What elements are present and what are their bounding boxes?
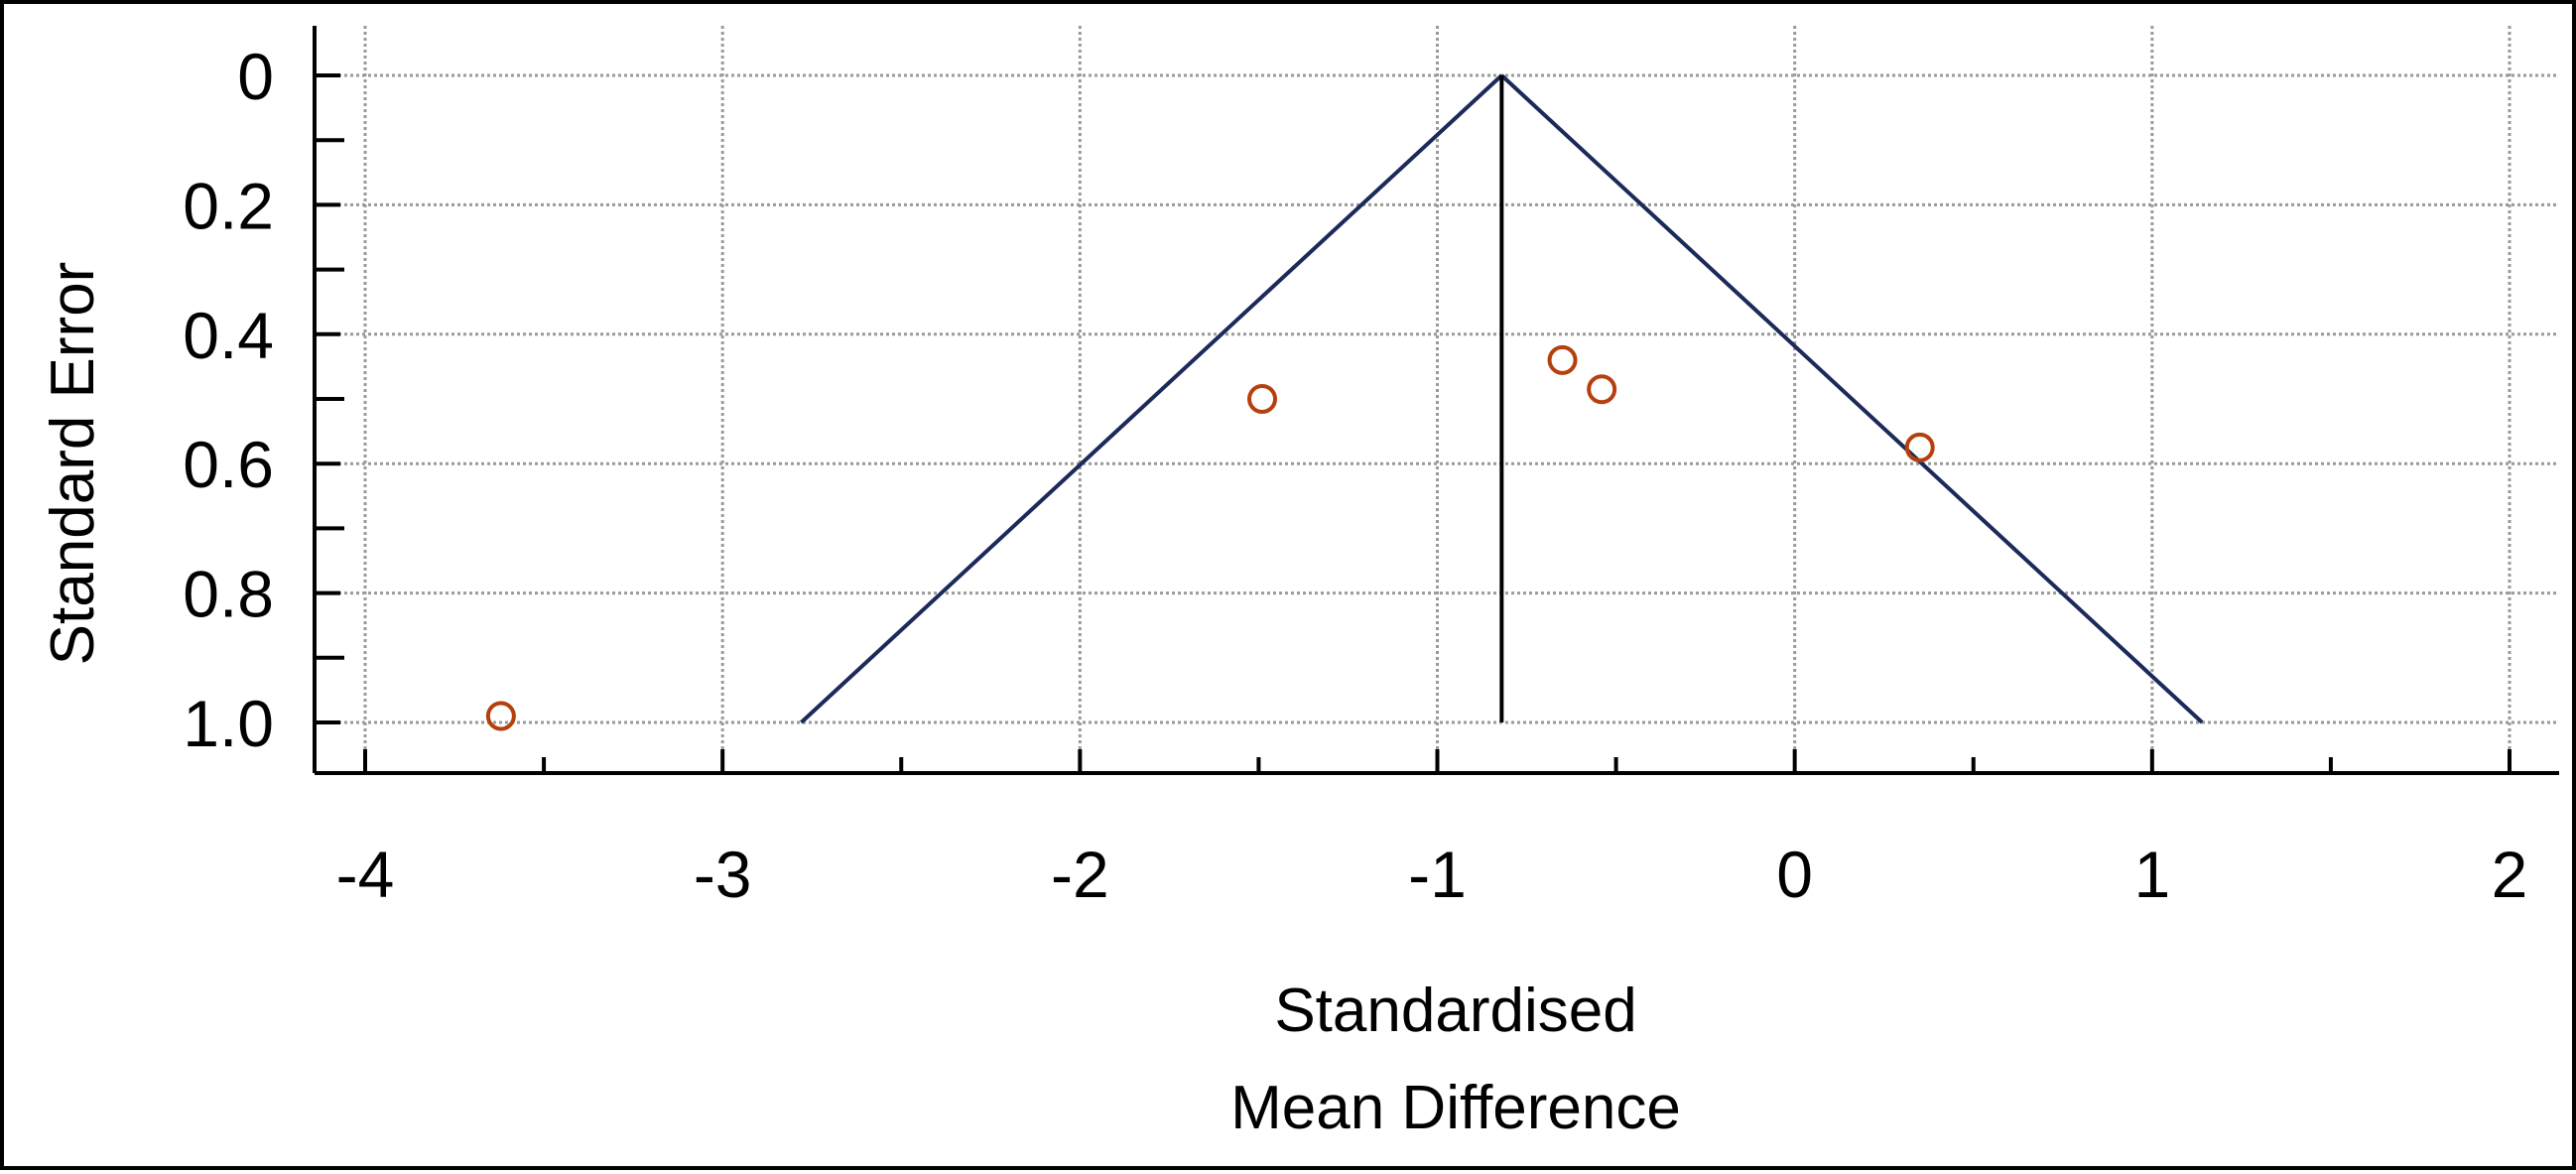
funnel-right-line <box>1499 73 2204 724</box>
y-tick-label: 0.2 <box>183 169 274 242</box>
funnel-lines <box>800 73 2204 724</box>
x-tick-label: 2 <box>2492 838 2528 911</box>
grid-lines <box>315 26 2559 773</box>
y-tick-label: 0.6 <box>183 428 274 501</box>
y-tick-label: 0.8 <box>183 558 274 631</box>
data-points <box>485 344 1935 731</box>
data-point <box>1247 384 1278 414</box>
funnel-plot: -4 -3 -2 -1 0 1 2 0 0.2 0.4 0.6 0.8 1.0 Standard Err… <box>39 26 2559 1142</box>
x-tick-label: -2 <box>1051 838 1109 911</box>
data-point <box>485 701 516 731</box>
axes <box>313 26 2559 775</box>
x-tick-label: -1 <box>1408 838 1467 911</box>
data-point <box>1547 344 1578 375</box>
data-point <box>1587 374 1617 405</box>
x-axis-label-line-2: Mean Difference <box>1230 1074 1681 1142</box>
x-tick-label: 0 <box>1776 838 1813 911</box>
y-axis-label: Standard Error <box>39 262 107 666</box>
x-tick-label: 1 <box>2133 838 2170 911</box>
funnel-left-line <box>800 73 1503 724</box>
data-point <box>1904 432 1935 462</box>
x-tick-label: -3 <box>694 838 752 911</box>
x-axis-label-line-1: Standardised <box>1274 977 1636 1045</box>
tick-labels: -4 -3 -2 -1 0 1 2 0 0.2 0.4 0.6 0.8 1.0 <box>183 40 2527 911</box>
y-tick-label: 0 <box>237 40 274 113</box>
y-tick-label: 0.4 <box>183 299 274 372</box>
x-tick-label: -4 <box>336 838 395 911</box>
y-tick-label: 1.0 <box>183 687 274 760</box>
